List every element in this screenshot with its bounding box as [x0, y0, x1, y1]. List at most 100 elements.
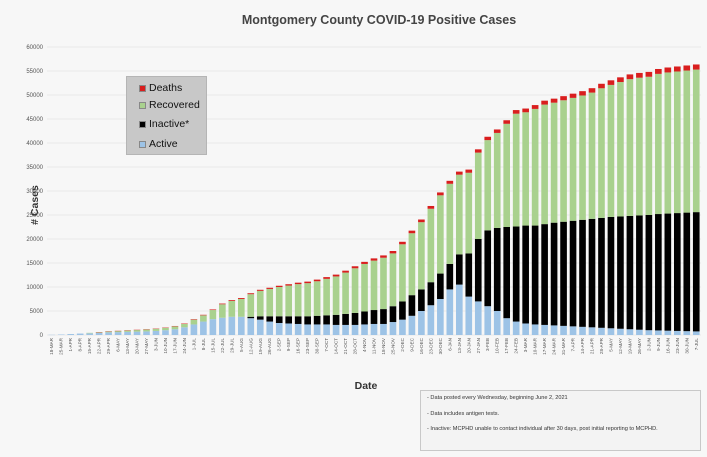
bar-deaths [380, 255, 387, 258]
bar-recovered [626, 79, 634, 216]
bar-deaths [569, 93, 577, 98]
bar-deaths [209, 309, 217, 311]
bar-recovered [522, 112, 529, 226]
bar-recovered [190, 319, 198, 325]
bar-active [133, 331, 141, 335]
bar-recovered [636, 77, 643, 216]
bar-active [275, 323, 283, 335]
bar-deaths [465, 169, 473, 173]
bar-active [171, 329, 179, 335]
bar-recovered [569, 97, 577, 221]
bar-recovered [692, 69, 700, 213]
bar-inactive [275, 316, 283, 323]
bar-deaths [247, 293, 255, 295]
x-tick-label: 21-OCT [343, 338, 348, 355]
x-tick-label: 2-SEP [277, 338, 282, 351]
x-tick-label: 17-JUN [172, 338, 177, 354]
bar-inactive [645, 215, 653, 331]
bar-recovered [370, 260, 378, 311]
bar-deaths [332, 274, 340, 277]
bar-inactive [446, 263, 454, 290]
bar-recovered [380, 257, 387, 310]
x-tick-label: 14-OCT [334, 338, 339, 355]
bar-recovered [209, 310, 217, 320]
bar-active [474, 301, 482, 335]
bar-active [484, 306, 492, 335]
bar-recovered [503, 123, 511, 227]
bar-active [446, 289, 454, 335]
bar-recovered [200, 315, 207, 322]
bar-deaths [493, 129, 501, 133]
bar-deaths [266, 287, 274, 289]
x-tick-label: 29-APR [106, 337, 111, 354]
bar-inactive [541, 224, 548, 325]
bar-recovered [133, 329, 141, 332]
x-tick-label: 31-MAR [561, 337, 566, 355]
x-tick-label: 26-MAY [637, 338, 642, 354]
bar-active [636, 329, 643, 335]
bar-active [512, 321, 520, 335]
bar-recovered [351, 268, 359, 313]
x-tick-label: 17-FEB [504, 338, 509, 354]
bar-active [200, 321, 207, 335]
x-tick-label: 12-AUG [248, 338, 253, 355]
bar-deaths [512, 110, 520, 114]
bar-recovered [219, 304, 226, 318]
bar-deaths [351, 266, 359, 269]
bar-recovered [342, 272, 349, 314]
x-tick-label: 2-DEC [400, 337, 405, 351]
bar-recovered [114, 330, 122, 333]
bar-active [247, 318, 255, 335]
bar-recovered [105, 331, 112, 333]
bar-active [105, 332, 112, 335]
bar-deaths [389, 251, 397, 254]
bar-inactive [655, 214, 662, 331]
bar-inactive [465, 253, 473, 297]
bar-active [683, 331, 691, 335]
x-tick-label: 23-DEC [428, 337, 433, 354]
bar-inactive [351, 312, 359, 325]
bar-active [76, 333, 84, 335]
bar-inactive [294, 316, 302, 324]
bar-inactive [323, 315, 330, 325]
bar-active [95, 332, 103, 335]
bar-deaths [455, 171, 463, 175]
bar-recovered [408, 233, 416, 296]
bar-inactive [560, 221, 567, 326]
note-antigen-tests: - Data includes antigen tests. [427, 410, 500, 417]
bar-inactive [598, 217, 605, 328]
bar-recovered [418, 222, 425, 290]
legend-label-recovered: Recovered [149, 99, 200, 111]
x-tick-label: 29-JUL [229, 338, 234, 353]
bar-inactive [588, 218, 596, 328]
bar-inactive [522, 225, 529, 324]
y-tick-label: 10000 [26, 285, 43, 291]
bar-active [86, 333, 93, 335]
bar-deaths [636, 72, 643, 78]
y-tick-label: 30000 [26, 189, 43, 195]
bar-recovered [541, 104, 548, 225]
legend-swatch-inactive [139, 120, 146, 128]
bar-active [692, 331, 700, 335]
bar-recovered [531, 108, 539, 226]
bar-active [560, 325, 567, 335]
legend-item-deaths: Deaths [139, 82, 182, 94]
x-tick-label: 13-MAY [125, 338, 130, 354]
x-tick-label: 3-MAR [523, 337, 528, 352]
bar-active [408, 315, 416, 335]
bar-deaths [228, 300, 236, 301]
bar-active [607, 328, 615, 335]
bar-inactive [664, 213, 672, 331]
x-tick-label: 9-SEP [286, 338, 291, 351]
bar-recovered [683, 70, 691, 213]
bar-active [531, 324, 539, 335]
bar-inactive [408, 295, 416, 316]
legend-label-deaths: Deaths [149, 82, 183, 94]
x-tick-label: 26-AUG [267, 338, 272, 355]
bar-recovered [256, 290, 264, 317]
bar-inactive [332, 314, 340, 325]
bar-deaths [503, 120, 511, 124]
x-tick-label: 19-AUG [258, 338, 263, 355]
bar-recovered [512, 113, 520, 227]
bar-inactive [484, 230, 492, 307]
